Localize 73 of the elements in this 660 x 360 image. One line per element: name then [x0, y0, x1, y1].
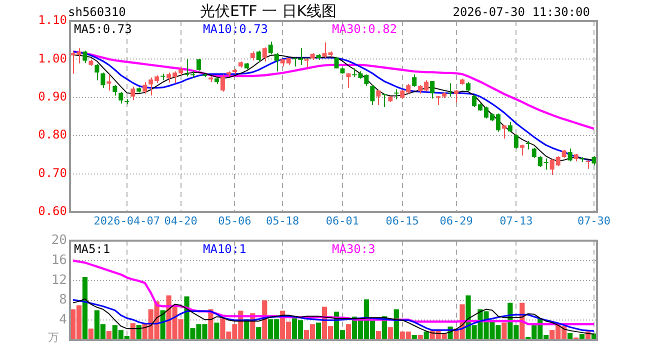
candlestick — [118, 92, 124, 104]
bar — [316, 322, 322, 340]
y-tick-label: 4 — [59, 312, 68, 328]
candlestick — [334, 56, 339, 69]
y-tick-label: 1.10 — [38, 13, 67, 28]
x-tick-label: 05-18 — [266, 214, 300, 228]
x-tick-label: 07-30 — [577, 214, 611, 228]
text: MA30:0.82 — [332, 22, 398, 36]
y-tick-label: 1.00 — [38, 51, 67, 66]
text: MA10:1 — [203, 242, 246, 256]
bar — [256, 327, 262, 340]
candlestick — [370, 84, 375, 106]
candlestick — [508, 121, 512, 133]
candlestick — [454, 90, 459, 103]
candlestick — [130, 86, 136, 101]
bar — [568, 333, 573, 340]
candlestick — [196, 58, 201, 72]
bar — [424, 332, 429, 340]
candlestick — [112, 84, 118, 96]
bar — [106, 331, 112, 340]
y-tick-label: 0.80 — [38, 128, 67, 142]
bar — [82, 277, 88, 340]
bar — [376, 331, 381, 340]
bar — [579, 334, 585, 340]
y-tick-label: 12 — [51, 272, 67, 288]
x-tick-label: 07-13 — [500, 214, 533, 228]
y-tick-label: 0.90 — [38, 90, 67, 104]
candlestick — [436, 95, 441, 106]
bar — [346, 324, 352, 340]
candlestick — [568, 148, 572, 162]
candlestick — [82, 50, 88, 64]
y-axis-title: 万 — [48, 330, 59, 345]
series-label: MA5:0.73 — [74, 22, 132, 36]
text: 2026-07-30 11:30:00 — [452, 5, 590, 19]
y-tick-label: 8 — [59, 292, 67, 308]
text: MA5:1 — [74, 242, 110, 256]
bar — [130, 323, 136, 340]
candlestick — [382, 93, 387, 108]
candlestick — [100, 72, 106, 88]
y-tick-label: 20 — [51, 233, 67, 248]
chart-title: 光伏ETF 一 日K线图 — [200, 2, 337, 21]
x-tick-label: 06-29 — [440, 214, 473, 228]
candlestick — [448, 82, 453, 98]
y-tick-label: 16 — [51, 253, 67, 268]
bar — [88, 328, 94, 340]
bar — [388, 327, 393, 340]
candlestick — [412, 74, 417, 88]
x-tick-label: 06-15 — [386, 214, 419, 228]
candlestick — [94, 64, 100, 81]
candlestick — [142, 82, 148, 94]
x-tick-label: 04-20 — [164, 214, 198, 228]
candlestick — [514, 134, 518, 150]
y-tick-label: 0.60 — [38, 204, 67, 218]
bar — [502, 322, 507, 340]
y-tick-label: 0.70 — [38, 166, 67, 180]
candlestick — [262, 46, 267, 62]
candlestick — [256, 50, 261, 63]
x-tick-label: 05-06 — [218, 214, 252, 228]
x-tick-label: 2026-04-07 — [94, 214, 160, 228]
candlestick — [376, 89, 381, 106]
x-tick-label: 06-01 — [326, 214, 360, 228]
candlestick — [430, 80, 435, 100]
candlestick — [268, 41, 273, 55]
candlestick — [532, 147, 536, 158]
candlestick — [346, 72, 351, 88]
candlestick — [394, 88, 399, 100]
text: MA30:3 — [332, 242, 376, 256]
text: sh560310 — [68, 5, 126, 19]
bar — [208, 309, 214, 340]
candlestick — [220, 74, 225, 92]
candlestick — [274, 52, 279, 72]
text: MA10:0.73 — [203, 22, 268, 36]
bar — [214, 322, 220, 340]
